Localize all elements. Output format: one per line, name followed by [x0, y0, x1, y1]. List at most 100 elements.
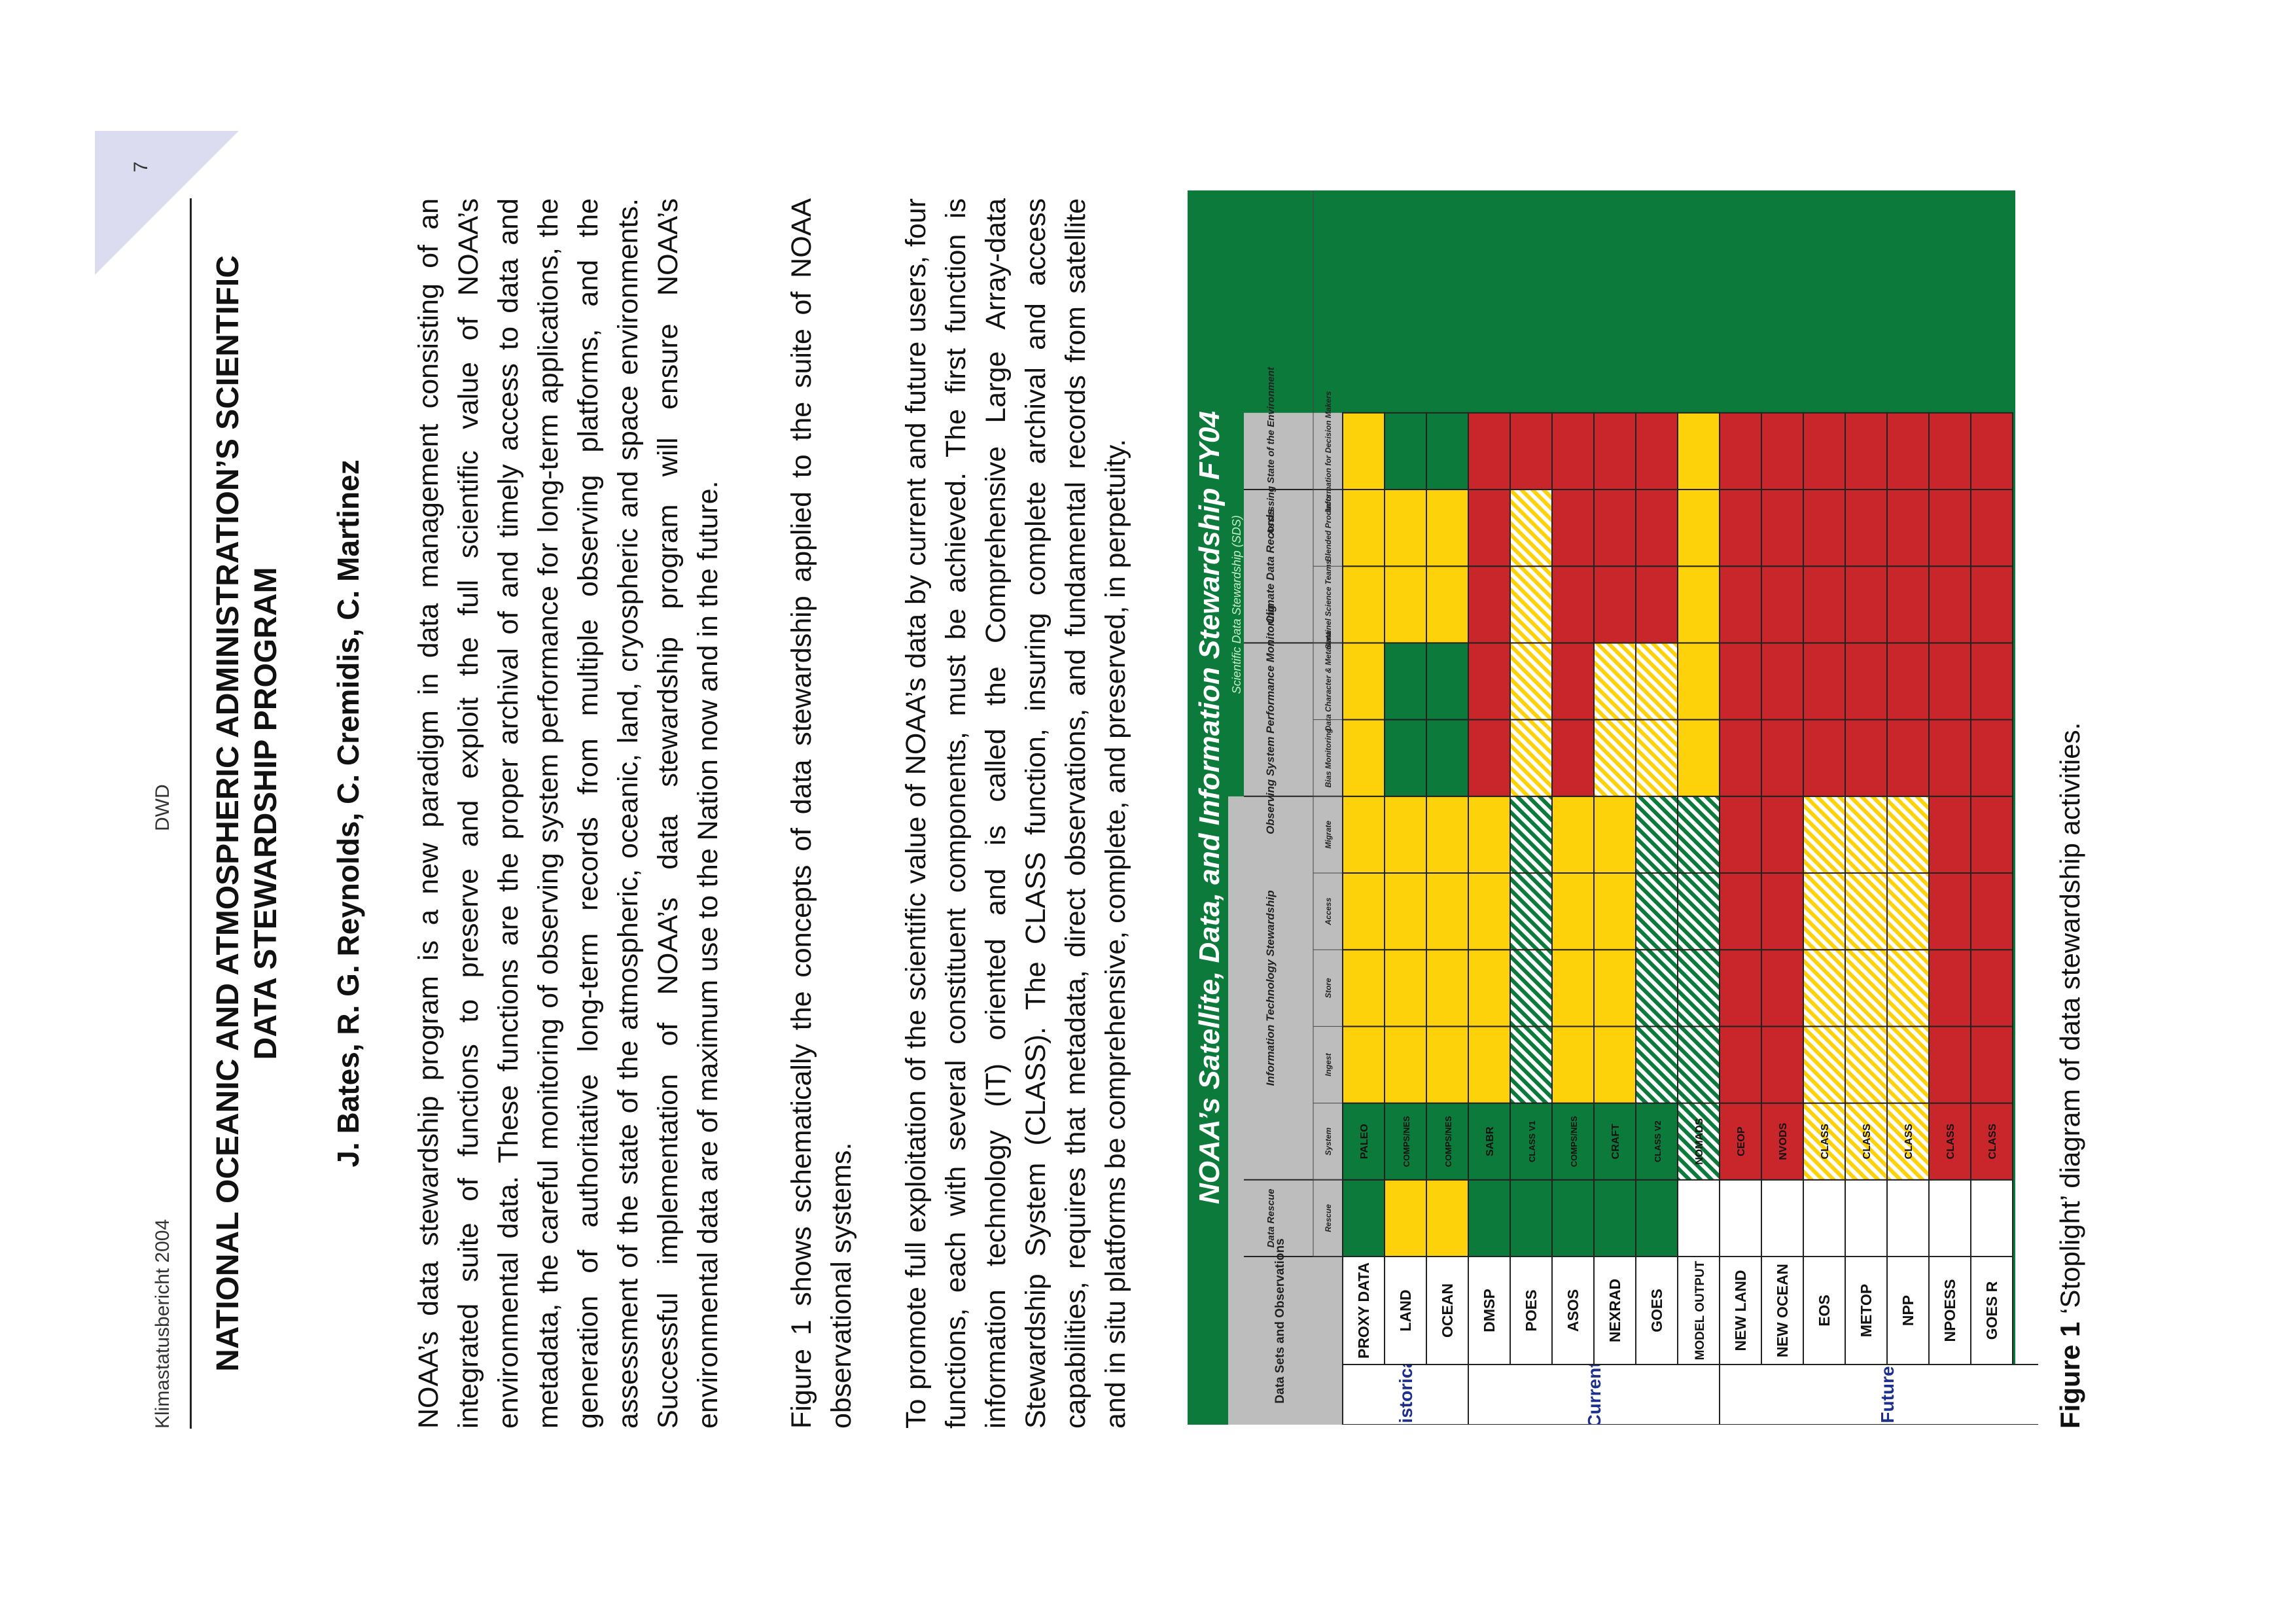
- system-label-6: CRAFT: [1610, 1124, 1621, 1159]
- status-cell-4-0: [1510, 1179, 1553, 1257]
- status-cell-12-10: [1845, 412, 1888, 490]
- status-cell-11-3: [1803, 949, 1846, 1027]
- status-cell-3-5: [1468, 795, 1511, 874]
- system-label-11: CLASS: [1820, 1124, 1831, 1160]
- status-cell-3-0: [1468, 1179, 1511, 1257]
- status-cell-13-2: [1886, 1026, 1930, 1104]
- dataset-name-10: NEW OCEAN: [1774, 1264, 1791, 1357]
- status-cell-2-8: [1426, 565, 1469, 644]
- column-header-7: Data Character & Metadata: [1324, 631, 1333, 731]
- dataset-name-5: ASOS: [1564, 1289, 1581, 1332]
- dataset-name-6: NEXRAD: [1606, 1279, 1623, 1342]
- status-cell-10-5: [1761, 795, 1804, 874]
- status-cell-3-8: [1468, 565, 1511, 644]
- status-cell-14-4: [1928, 872, 1971, 951]
- status-cell-5-4: [1551, 872, 1595, 951]
- status-cell-5-3: [1551, 949, 1595, 1027]
- status-cell-13-6: [1886, 719, 1930, 797]
- status-cell-14-10: [1928, 412, 1971, 490]
- status-cell-13-7: [1886, 642, 1930, 721]
- status-cell-0-8: [1342, 565, 1385, 644]
- column-header-10: Information for Decision Makers: [1324, 391, 1333, 511]
- status-cell-7-6: [1635, 719, 1678, 797]
- status-cell-10-0: [1761, 1179, 1804, 1257]
- status-cell-13-0: [1886, 1179, 1930, 1257]
- status-cell-11-5: [1803, 795, 1846, 874]
- status-cell-2-2: [1426, 1026, 1469, 1104]
- column-header-6: Bias Monitoring: [1324, 728, 1333, 787]
- column-header-0: Rescue: [1324, 1204, 1333, 1232]
- status-cell-1-8: [1384, 565, 1427, 644]
- column-header-3: Store: [1324, 978, 1333, 998]
- status-cell-5-8: [1551, 565, 1595, 644]
- status-cell-3-9: [1468, 488, 1511, 567]
- status-cell-0-3: [1342, 949, 1385, 1027]
- status-cell-15-9: [1970, 488, 2013, 567]
- status-cell-3-2: [1468, 1026, 1511, 1104]
- status-cell-4-5: [1510, 795, 1553, 874]
- title-line-2: DATA STEWARDSHIP PROGRAM: [249, 567, 283, 1060]
- status-cell-15-3: [1970, 949, 2013, 1027]
- status-cell-3-4: [1468, 872, 1511, 951]
- status-cell-4-8: [1510, 565, 1553, 644]
- status-cell-5-7: [1551, 642, 1595, 721]
- status-cell-9-3: [1719, 949, 1762, 1027]
- status-cell-5-0: [1551, 1179, 1595, 1257]
- status-cell-7-0: [1635, 1179, 1678, 1257]
- status-cell-8-9: [1677, 488, 1720, 567]
- status-cell-10-2: [1761, 1026, 1804, 1104]
- system-label-0: PALEO: [1359, 1124, 1370, 1159]
- status-cell-0-2: [1342, 1026, 1385, 1104]
- status-cell-6-4: [1593, 872, 1636, 951]
- status-cell-11-9: [1803, 488, 1846, 567]
- status-cell-13-9: [1886, 488, 1930, 567]
- status-cell-14-0: [1928, 1179, 1971, 1257]
- status-cell-7-8: [1635, 565, 1678, 644]
- dataset-name-2: OCEAN: [1439, 1283, 1456, 1338]
- status-cell-11-7: [1803, 642, 1846, 721]
- status-cell-9-2: [1719, 1026, 1762, 1104]
- figure-title: NOAA’s Satellite, Data, and Information …: [1193, 411, 1226, 1204]
- status-cell-1-7: [1384, 642, 1427, 721]
- group-header-4: Assessing State of the Environment: [1265, 366, 1277, 536]
- status-cell-15-10: [1970, 412, 2013, 490]
- status-cell-14-9: [1928, 488, 1971, 567]
- status-cell-4-6: [1510, 719, 1553, 797]
- status-cell-6-3: [1593, 949, 1636, 1027]
- status-cell-11-4: [1803, 872, 1846, 951]
- category-label-2: Future: [1877, 1366, 1898, 1423]
- status-cell-2-0: [1426, 1179, 1469, 1257]
- system-label-15: CLASS: [1987, 1124, 1998, 1160]
- page-number-tab: 7: [95, 131, 239, 275]
- status-cell-6-9: [1593, 488, 1636, 567]
- status-cell-13-3: [1886, 949, 1930, 1027]
- status-cell-2-3: [1426, 949, 1469, 1027]
- category-label-1: Current: [1584, 1361, 1604, 1425]
- dataset-name-15: GOES R: [1983, 1281, 2000, 1340]
- system-label-7: CLASS V2: [1653, 1120, 1663, 1162]
- status-cell-12-4: [1845, 872, 1888, 951]
- stoplight-figure: NOAA’s Satellite, Data, and Information …: [1188, 190, 2038, 1425]
- status-cell-6-7: [1593, 642, 1636, 721]
- status-cell-5-2: [1551, 1026, 1595, 1104]
- status-cell-1-5: [1384, 795, 1427, 874]
- system-label-8: NOMADS: [1694, 1118, 1705, 1164]
- status-cell-15-2: [1970, 1026, 2013, 1104]
- header-rule: [190, 198, 192, 1429]
- system-label-10: NVODS: [1778, 1122, 1789, 1160]
- dataset-name-8: MODEL OUTPUT: [1693, 1260, 1707, 1360]
- status-cell-4-4: [1510, 872, 1553, 951]
- paragraph-2: Figure 1 shows schematically the concept…: [786, 198, 857, 1429]
- status-cell-7-4: [1635, 872, 1678, 951]
- status-cell-14-3: [1928, 949, 1971, 1027]
- sds-band: [1228, 412, 1244, 796]
- status-cell-5-9: [1551, 488, 1595, 567]
- system-label-2: COMPS/NES: [1443, 1116, 1453, 1167]
- status-cell-13-5: [1886, 795, 1930, 874]
- sds-header-background: [1244, 412, 1343, 796]
- status-cell-14-6: [1928, 719, 1971, 797]
- column-header-1: System: [1324, 1128, 1333, 1156]
- dataset-name-13: NPP: [1899, 1295, 1916, 1326]
- dataset-name-14: NPOESS: [1941, 1279, 1958, 1342]
